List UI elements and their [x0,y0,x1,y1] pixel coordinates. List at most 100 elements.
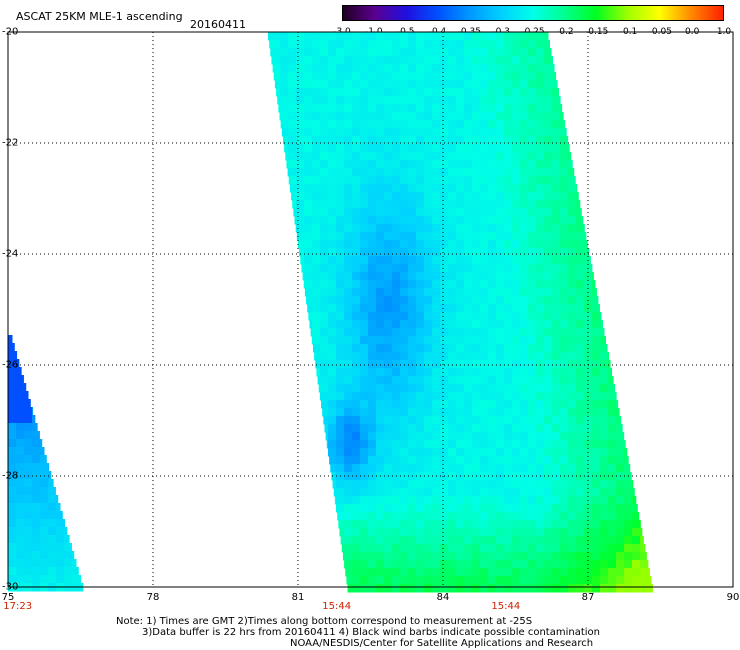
swath-cell [480,408,489,417]
swath-cell [528,136,537,145]
swath-cell [472,528,481,537]
swath-cell [328,272,337,281]
swath-cell [408,232,417,241]
swath-cell [440,240,449,249]
swath-cell [624,552,633,561]
swath-cell [448,280,457,289]
swath-cell [352,440,361,449]
swath-cell [512,176,521,185]
swath-cell [544,96,553,105]
swath-cell [432,480,441,489]
swath-cell [520,248,529,257]
swath-cell [440,88,449,97]
swath-cell [328,80,337,89]
swath-cell [384,56,393,65]
swath-cell [56,575,65,584]
swath-cell [328,248,337,257]
swath-cell [392,264,401,273]
swath-cell [512,336,521,345]
swath-cell [416,352,425,361]
swath-cell [528,520,537,529]
swath-cell [520,216,529,225]
lat-label: -22 [2,137,19,149]
swath-cell [600,528,609,537]
swath-cell [408,352,417,361]
swath-cell [504,224,513,233]
swath-cell [544,560,553,569]
swath-cell [536,200,545,209]
swath-cell [432,48,441,57]
swath-cell [600,328,605,337]
swath-cell [568,408,577,417]
swath-cell [352,360,361,369]
swath-cell [520,504,529,513]
swath-cell [552,176,561,185]
swath-cell [480,264,489,273]
swath-cell [368,232,377,241]
swath-cell [304,40,313,49]
swath-cell [536,136,545,145]
swath-cell [344,240,353,249]
swath-cell [496,168,505,177]
swath-cell [368,456,377,465]
swath-cell [600,368,609,377]
swath-cell [416,160,425,169]
swath-cell [480,96,489,105]
swath-cell [448,320,457,329]
swath-cell [456,160,465,169]
swath-cell [568,528,577,537]
swath-cell [504,304,513,313]
swath-cell [8,447,17,456]
swath-cell [512,200,521,209]
swath-cell [360,456,369,465]
swath-cell [464,424,473,433]
swath-cell [320,40,329,49]
swath-cell [496,384,505,393]
swath-cell [40,559,49,568]
swath-cell [528,192,537,201]
swath-cell [472,192,481,201]
swath-cell [400,320,409,329]
swath-cell [392,328,401,337]
swath-cell [288,32,297,41]
swath-cell [376,344,385,353]
swath-cell [616,568,625,577]
swath-cell [344,136,353,145]
swath-cell [640,520,641,529]
swath-cell [464,296,473,305]
swath-cell [488,384,497,393]
swath-cell [520,40,529,49]
swath-cell [16,359,20,368]
swath-cell [16,463,25,472]
swath-cell [368,552,377,561]
swath-cell [512,368,521,377]
swath-cell [536,240,545,249]
swath-cell [72,559,77,568]
swath-cell [464,272,473,281]
swath-cell [496,496,505,505]
swath-cell [328,392,337,401]
swath-cell [344,120,353,129]
swath-cell [448,224,457,233]
swath-cell [376,424,385,433]
swath-cell [576,200,581,209]
swath-cell [504,240,513,249]
swath-cell [464,400,473,409]
swath-cell [448,240,457,249]
swath-cell [424,416,433,425]
swath-cell [321,400,330,409]
swath-cell [448,200,457,209]
swath-cell [424,488,433,497]
swath-cell [352,448,361,457]
swath-cell [552,328,561,337]
swath-cell [488,280,497,289]
swath-cell [544,40,551,49]
swath-cell [408,72,417,81]
swath-cell [288,112,297,121]
swath-cell [360,344,369,353]
swath-cell [384,488,393,497]
swath-cell [400,176,409,185]
swath-cell [576,576,585,585]
swath-cell [424,480,433,489]
swath-cell [424,168,433,177]
